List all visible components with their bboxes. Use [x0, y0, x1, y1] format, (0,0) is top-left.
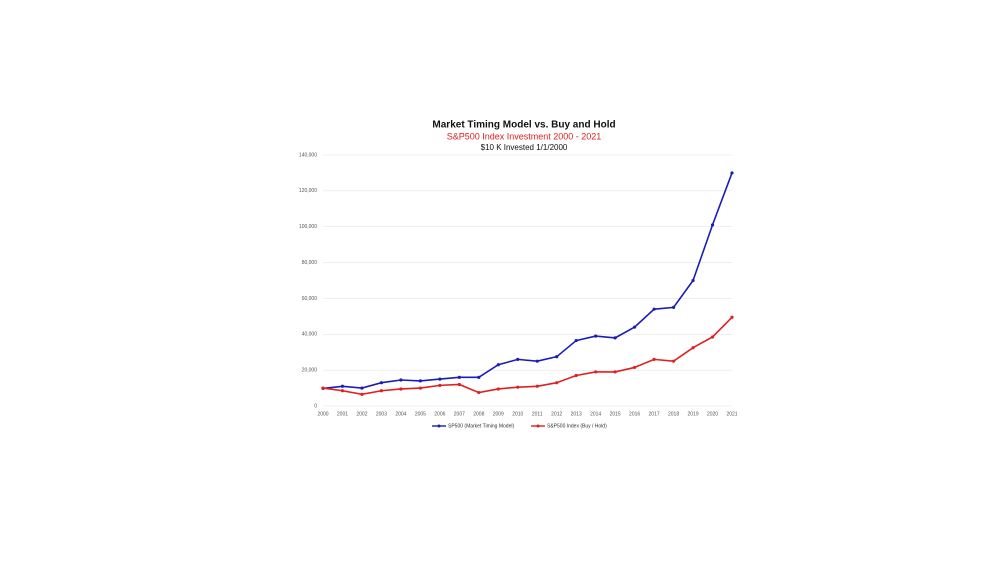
y-tick-label: 120,000	[299, 188, 317, 194]
series-line	[322, 316, 733, 396]
data-point	[671, 359, 676, 363]
data-point	[535, 384, 539, 388]
data-point	[730, 315, 734, 319]
data-point	[379, 381, 384, 385]
data-point	[633, 325, 637, 329]
legend-label: S&P500 Index (Buy / Hold)	[547, 423, 607, 429]
data-point	[457, 382, 461, 387]
data-point	[379, 389, 384, 393]
data-point	[613, 336, 617, 340]
data-point	[457, 375, 461, 379]
x-tick-label: 2013	[571, 411, 582, 417]
x-tick-label: 2002	[356, 411, 367, 417]
x-tick-label: 2008	[473, 411, 484, 417]
legend-marker	[536, 424, 540, 428]
data-point	[594, 334, 598, 338]
x-tick-label: 2018	[668, 411, 679, 417]
x-tick-label: 2016	[629, 411, 640, 417]
data-point	[477, 390, 481, 395]
data-point	[438, 377, 442, 381]
x-tick-label: 2010	[512, 411, 523, 417]
data-point	[555, 381, 559, 385]
data-point	[360, 386, 364, 390]
data-point	[574, 338, 578, 343]
y-tick-label: 20,000	[302, 367, 318, 373]
x-tick-label: 2007	[454, 411, 465, 417]
y-tick-label: 140,000	[299, 152, 317, 158]
data-point	[340, 389, 345, 393]
x-tick-label: 2020	[707, 411, 718, 417]
data-point	[574, 373, 578, 378]
x-tick-label: 2004	[395, 411, 406, 417]
data-point	[418, 379, 422, 383]
data-point	[418, 386, 422, 390]
data-point	[710, 223, 715, 227]
data-point	[691, 346, 695, 350]
data-point	[691, 278, 695, 283]
series-line	[322, 172, 733, 390]
data-point	[555, 355, 559, 359]
x-tick-label: 2000	[317, 411, 328, 417]
y-tick-label: 40,000	[302, 332, 318, 338]
x-tick-label: 2012	[551, 411, 562, 417]
y-tick-label: 0	[314, 403, 317, 409]
x-tick-label: 2001	[337, 411, 348, 417]
x-tick-label: 2015	[610, 411, 621, 417]
y-tick-label: 80,000	[302, 260, 318, 266]
x-tick-label: 2014	[590, 411, 601, 417]
data-point	[710, 335, 715, 339]
y-tick-label: 60,000	[302, 296, 318, 302]
data-point	[477, 375, 481, 379]
data-point	[613, 370, 617, 374]
data-point	[671, 305, 676, 309]
data-point	[496, 363, 500, 367]
legend-label: SP500 (Market Timing Model)	[448, 423, 514, 429]
data-point	[399, 378, 403, 382]
data-point	[594, 370, 598, 374]
data-point	[652, 307, 656, 311]
x-tick-label: 2011	[532, 411, 543, 417]
x-tick-label: 2019	[687, 411, 698, 417]
data-point	[633, 365, 637, 370]
x-tick-label: 2017	[649, 411, 660, 417]
chart-note: $10 K Invested 1/1/2000	[481, 143, 568, 152]
y-tick-label: 100,000	[299, 224, 317, 230]
data-point	[652, 357, 656, 361]
x-tick-label: 2005	[415, 411, 426, 417]
data-point	[496, 387, 500, 391]
data-point	[360, 392, 364, 396]
data-point	[321, 386, 325, 390]
x-tick-label: 2006	[434, 411, 445, 417]
data-point	[340, 384, 345, 388]
data-point	[516, 385, 520, 389]
data-point	[399, 387, 403, 391]
data-point	[516, 357, 520, 361]
x-tick-label: 2009	[493, 411, 504, 417]
x-tick-label: 2021	[726, 411, 737, 417]
data-point	[535, 359, 539, 363]
chart-subtitle: S&P500 Index Investment 2000 - 2021	[447, 131, 602, 141]
legend-marker	[437, 424, 441, 428]
x-tick-label: 2003	[376, 411, 387, 417]
chart-title: Market Timing Model vs. Buy and Hold	[432, 120, 615, 131]
data-point	[438, 383, 442, 387]
data-point	[730, 171, 734, 175]
